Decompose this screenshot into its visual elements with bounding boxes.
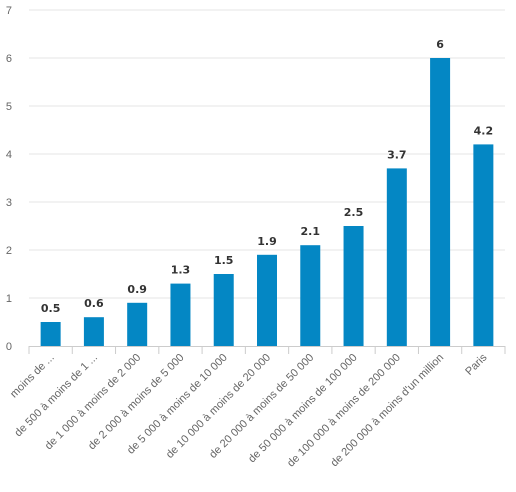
data-label: 2.5 (344, 206, 364, 219)
bar[interactable] (343, 226, 364, 346)
data-label: 0.5 (41, 302, 61, 315)
bar[interactable] (386, 168, 407, 346)
data-label: 0.9 (127, 283, 147, 296)
y-tick-label: 5 (6, 101, 12, 113)
data-label: 1.3 (171, 264, 191, 277)
x-tick-label: de 500 à moins de 1 ... (12, 352, 100, 440)
y-tick-label: 7 (6, 5, 12, 17)
bars (40, 58, 494, 346)
bar[interactable] (83, 317, 104, 346)
bar[interactable] (170, 283, 191, 346)
data-label: 2.1 (301, 225, 321, 238)
gridlines (29, 9, 505, 299)
y-tick-label: 0 (6, 341, 12, 353)
bar[interactable] (127, 302, 148, 346)
bar[interactable] (213, 274, 234, 346)
y-axis: 0 1 2 3 4 5 6 7 (6, 5, 12, 353)
data-label: 3.7 (387, 148, 407, 161)
bar[interactable] (473, 144, 494, 346)
y-tick-label: 3 (6, 197, 12, 209)
y-tick-label: 6 (6, 53, 12, 65)
bar[interactable] (300, 245, 321, 346)
bar[interactable] (40, 322, 61, 346)
data-labels: 0.5 0.6 0.9 1.3 1.5 1.9 2.1 2.5 3.7 6 4.2 (41, 38, 493, 315)
data-label: 1.5 (214, 254, 234, 267)
data-label: 6 (436, 38, 444, 51)
data-label: 1.9 (257, 235, 277, 248)
y-tick-label: 2 (6, 245, 12, 257)
y-tick-label: 4 (6, 149, 12, 161)
x-tick-label: Paris (463, 351, 490, 378)
data-label: 0.6 (84, 297, 104, 310)
bar[interactable] (257, 254, 277, 346)
y-tick-label: 1 (6, 293, 12, 305)
x-axis: moins de ...de 500 à moins de 1 ...de 1 … (8, 346, 506, 470)
bar[interactable] (430, 58, 451, 346)
data-label: 4.2 (474, 124, 494, 137)
